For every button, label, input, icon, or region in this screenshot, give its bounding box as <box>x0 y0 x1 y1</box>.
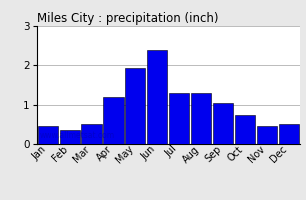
Bar <box>213 103 233 144</box>
Bar <box>103 97 124 144</box>
Bar <box>257 126 277 144</box>
Bar <box>60 130 80 144</box>
Bar <box>279 124 299 144</box>
Bar <box>169 93 189 144</box>
Bar <box>191 93 211 144</box>
Bar <box>38 126 58 144</box>
Text: www.allmetsat.com: www.allmetsat.com <box>39 131 114 140</box>
Bar <box>81 124 102 144</box>
Bar <box>147 50 167 144</box>
Text: Miles City : precipitation (inch): Miles City : precipitation (inch) <box>37 12 218 25</box>
Bar <box>235 115 255 144</box>
Bar <box>125 68 145 144</box>
